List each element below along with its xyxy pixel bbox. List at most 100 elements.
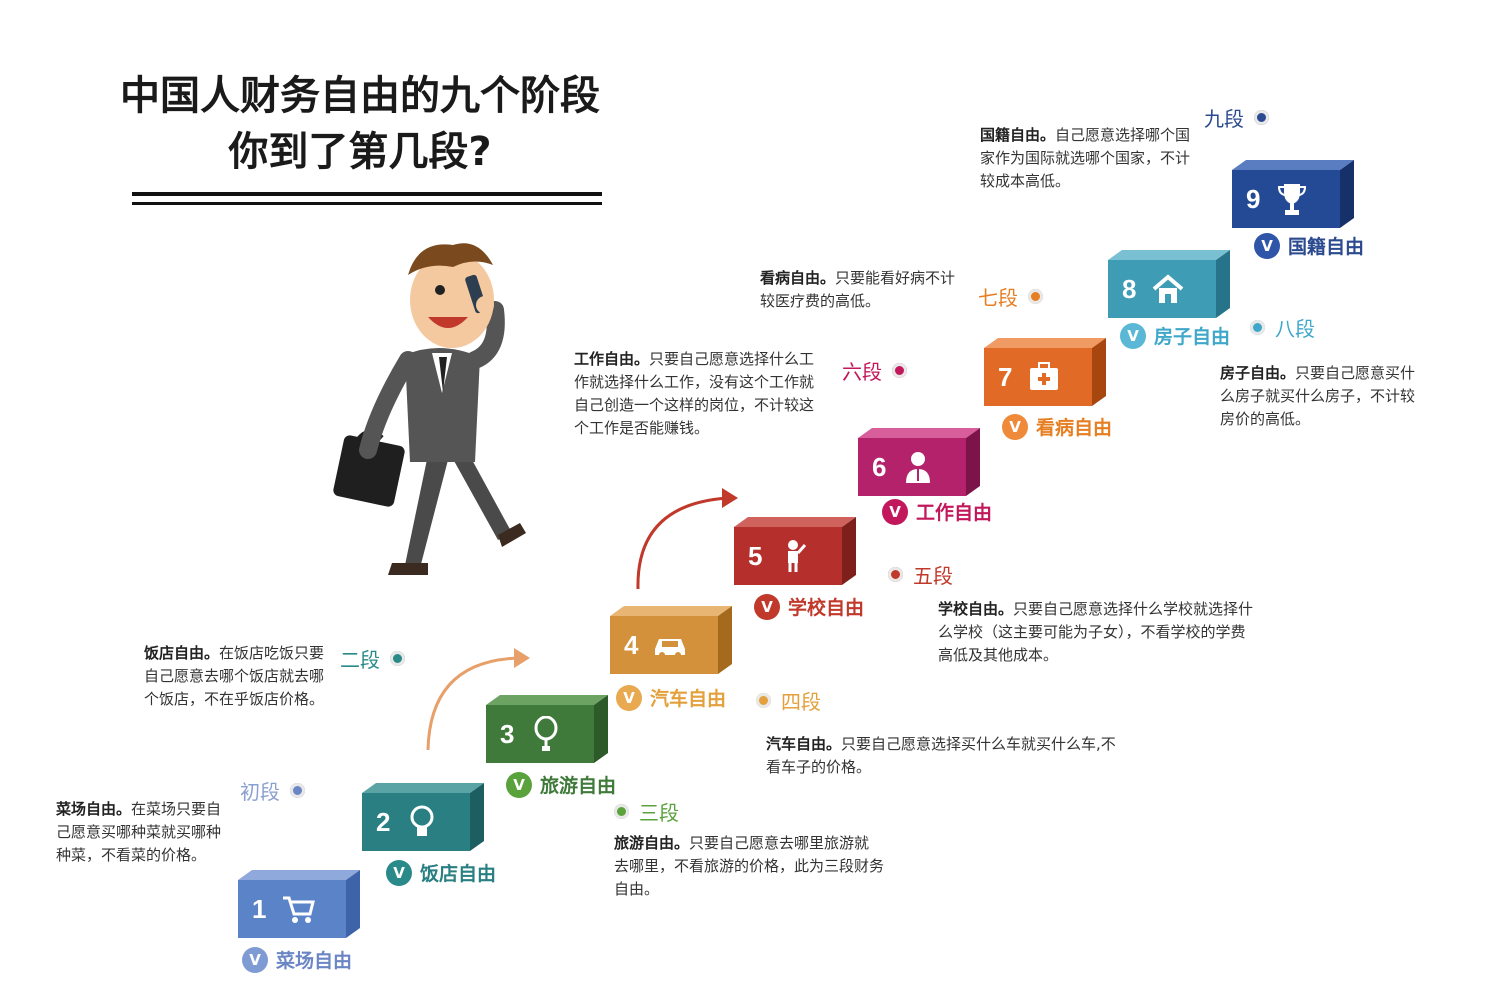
stage-name: 三段 (639, 801, 679, 825)
step-number: 9 (1246, 183, 1261, 214)
check-icon: V (386, 859, 412, 886)
step-6-block: 6 (858, 428, 980, 496)
step-1-label: V 菜场自由 (242, 946, 352, 973)
dot-icon (1028, 289, 1043, 304)
step-label-text: 学校自由 (788, 597, 865, 619)
first-aid-kit-icon (1026, 359, 1062, 395)
shopping-cart-icon (280, 891, 316, 927)
check-icon: V (1002, 413, 1028, 440)
description-term: 房子自由。 (1220, 364, 1296, 382)
description-term: 饭店自由。 (144, 644, 220, 662)
step-number: 8 (1122, 273, 1137, 304)
curved-arrow-icon (426, 648, 530, 751)
step-number: 4 (624, 629, 639, 660)
dot-icon (390, 651, 405, 666)
step-number: 7 (998, 361, 1013, 392)
worker-icon (900, 449, 936, 485)
step-number: 1 (252, 893, 267, 924)
step-label-text: 国籍自由 (1288, 236, 1365, 258)
house-icon (1150, 271, 1186, 307)
description-text: 只要自己愿意选择什么学校就选择什么学校（这主要可能为子女），不看学校的学费高低及… (938, 600, 1254, 664)
description-text: 在菜场只要自己愿意买哪种菜就买哪种种菜，不看菜的价格。 (56, 800, 222, 864)
step-number: 3 (500, 718, 515, 749)
balloon-icon (528, 716, 564, 752)
stage-name: 二段 (340, 648, 380, 672)
student-icon (776, 538, 812, 574)
description-text: 在饭店吃饭只要自己愿意去哪个饭店就去哪个饭店，不在乎饭店价格。 (144, 644, 325, 708)
description-text: 只要自己愿意选择买什么车就买什么车,不看车子的价格。 (766, 735, 1116, 776)
description-text: 只要能看好病不计较医疗费的高低。 (760, 269, 956, 310)
check-icon: V (882, 498, 908, 525)
step-label-text: 汽车自由 (650, 688, 727, 710)
stage-name: 八段 (1275, 317, 1315, 341)
stage-marker-9: 九段 (1204, 103, 1269, 132)
light-bulb-icon (404, 804, 440, 840)
stage-name: 六段 (842, 360, 882, 384)
stage-name: 五段 (913, 564, 953, 588)
step-9-block: 9 (1232, 160, 1354, 228)
step-3-block: 3 (486, 695, 608, 763)
step-7-label: V 看病自由 (1002, 413, 1112, 440)
dot-icon (614, 804, 629, 819)
description-4: 汽车自由。只要自己愿意选择买什么车就买什么车,不看车子的价格。 (766, 733, 1116, 779)
stage-marker-8: 八段 (1250, 313, 1315, 342)
stage-name: 初段 (240, 780, 280, 804)
step-8-block: 8 (1108, 250, 1230, 318)
description-9: 国籍自由。自己愿意选择哪个国家作为国际就选哪个国家，不计较成本高低。 (980, 124, 1200, 193)
description-text: 只要自己愿意去哪里旅游就去哪里，不看旅游的价格，此为三段财务自由。 (614, 834, 885, 898)
check-icon: V (1120, 322, 1146, 349)
description-term: 菜场自由。 (56, 800, 132, 818)
car-icon (652, 627, 688, 663)
check-icon: V (506, 771, 532, 798)
step-1-block: 1 (238, 870, 360, 938)
check-icon: V (1254, 232, 1280, 259)
dot-icon (1250, 320, 1265, 335)
description-term: 国籍自由。 (980, 126, 1056, 144)
dot-icon (756, 693, 771, 708)
title-underline-thin (132, 202, 602, 205)
step-label-text: 工作自由 (916, 502, 993, 524)
step-2-block: 2 (362, 783, 484, 851)
stage-marker-5: 五段 (888, 560, 953, 589)
stage-name: 四段 (781, 690, 821, 714)
step-label-text: 饭店自由 (420, 863, 497, 885)
description-text: 自己愿意选择哪个国家作为国际就选哪个国家，不计较成本高低。 (980, 126, 1191, 190)
description-3: 旅游自由。只要自己愿意去哪里旅游就去哪里，不看旅游的价格，此为三段财务自由。 (614, 832, 884, 901)
dot-icon (888, 567, 903, 582)
stage-name: 七段 (978, 286, 1018, 310)
stage-name: 九段 (1204, 107, 1244, 131)
description-1: 菜场自由。在菜场只要自己愿意买哪种菜就买哪种种菜，不看菜的价格。 (56, 798, 224, 867)
title-underline (132, 192, 602, 196)
step-5-block: 5 (734, 517, 856, 585)
step-8-label: V 房子自由 (1120, 322, 1230, 349)
stage-marker-4: 四段 (756, 686, 821, 715)
description-term: 旅游自由。 (614, 834, 690, 852)
description-8: 房子自由。只要自己愿意买什么房子就买什么房子，不计较房价的高低。 (1220, 362, 1426, 431)
step-4-block: 4 (610, 606, 732, 674)
step-label-text: 旅游自由 (540, 775, 617, 797)
trophy-icon (1274, 181, 1310, 217)
step-4-label: V 汽车自由 (616, 684, 726, 711)
step-5-label: V 学校自由 (754, 593, 864, 620)
step-9-label: V 国籍自由 (1254, 232, 1364, 259)
description-7: 看病自由。只要能看好病不计较医疗费的高低。 (760, 267, 964, 313)
stage-marker-7: 七段 (978, 282, 1043, 311)
description-term: 学校自由。 (938, 600, 1014, 618)
description-5: 学校自由。只要自己愿意选择什么学校就选择什么学校（这主要可能为子女），不看学校的… (938, 598, 1256, 667)
description-term: 汽车自由。 (766, 735, 842, 753)
stage-marker-6: 六段 (842, 356, 907, 385)
description-text: 只要自己愿意买什么房子就买什么房子，不计较房价的高低。 (1220, 364, 1416, 428)
title-line-2: 你到了第几段? (228, 129, 492, 175)
dot-icon (290, 783, 305, 798)
description-term: 看病自由。 (760, 269, 836, 287)
description-6: 工作自由。只要自己愿意选择什么工作就选择什么工作，没有这个工作就自己创造一个这样… (574, 348, 826, 440)
step-6-label: V 工作自由 (882, 498, 992, 525)
title-line-1: 中国人财务自由的九个阶段 (120, 73, 600, 119)
page-title: 中国人财务自由的九个阶段 你到了第几段? (110, 68, 610, 180)
step-number: 5 (748, 540, 763, 571)
stage-marker-2: 二段 (340, 644, 405, 673)
step-label-text: 看病自由 (1036, 417, 1113, 439)
businessman-illustration (333, 243, 526, 575)
dot-icon (892, 363, 907, 378)
stage-marker-1: 初段 (240, 776, 305, 805)
